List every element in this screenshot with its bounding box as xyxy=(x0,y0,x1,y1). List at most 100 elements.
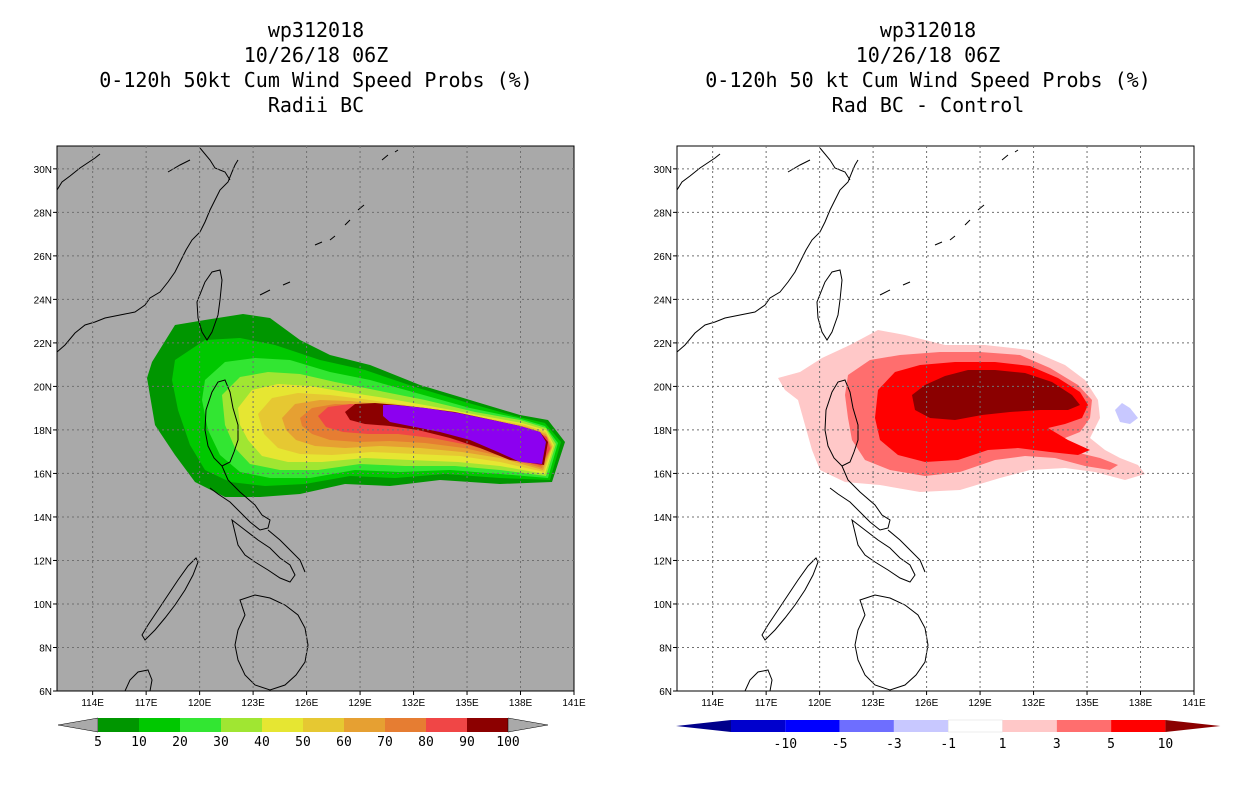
left-lat-label-22N: 22N xyxy=(34,339,52,350)
right-colorbar-box-2 xyxy=(785,720,840,732)
right-lat-label-8N: 8N xyxy=(659,643,672,654)
left-coast-luzon xyxy=(204,379,271,531)
left-colorbar-box-40 xyxy=(262,718,303,732)
right-lat-label-30N: 30N xyxy=(654,165,672,176)
left-colorbar-label-90: 90 xyxy=(459,735,475,750)
left-map-panel: 114E 117E 120E 123E 126E 129E 132E 135E 138E 141E… xyxy=(34,145,586,750)
left-lon-label-135E: 135E xyxy=(455,698,479,709)
left-colorbar: 5 10 20 30 40 50 60 70 80 90 100 xyxy=(57,717,549,750)
right-datetime: 10/26/18 06Z xyxy=(855,43,1001,67)
right-colorbar-label--1: -1 xyxy=(940,737,956,752)
right-coast-luzon xyxy=(824,379,891,531)
left-colorbar-label-60: 60 xyxy=(336,735,352,750)
right-colorbar-label-5: 5 xyxy=(1107,737,1115,752)
left-lat-label-14N: 14N xyxy=(34,513,52,524)
left-lat-label-12N: 12N xyxy=(34,556,52,567)
right-lat-label-22N: 22N xyxy=(654,339,672,350)
left-lat-label-18N: 18N xyxy=(34,426,52,437)
left-lat-label-28N: 28N xyxy=(34,208,52,219)
left-coast-mainland-china xyxy=(57,147,239,353)
left-lat-label-16N: 16N xyxy=(34,469,52,480)
right-colorbar-label-10: 10 xyxy=(1158,737,1174,752)
right-panel-title: wp312018 10/26/18 06Z 0-120h 50 kt Cum W… xyxy=(648,18,1208,118)
right-colorbar-label--5: -5 xyxy=(832,737,848,752)
left-colorbar-box-80 xyxy=(426,718,467,732)
right-lat-label-18N: 18N xyxy=(654,426,672,437)
left-lat-label-20N: 20N xyxy=(34,382,52,393)
left-lon-label-141E: 141E xyxy=(562,698,586,709)
left-colorbar-label-100: 100 xyxy=(496,735,519,750)
left-lon-label-126E: 126E xyxy=(295,698,319,709)
left-colorbar-label-50: 50 xyxy=(295,735,311,750)
left-lon-label-138E: 138E xyxy=(509,698,533,709)
right-lon-label-141E: 141E xyxy=(1182,698,1206,709)
right-colorbar-box-6 xyxy=(1002,720,1057,732)
right-colorbar-end-low xyxy=(676,720,731,732)
right-lon-label-114E: 114E xyxy=(701,698,724,709)
left-lon-label-117E: 117E xyxy=(135,698,158,709)
right-lon-label-138E: 138E xyxy=(1129,698,1153,709)
right-difference-contours xyxy=(778,330,1145,492)
right-colorbar-label--3: -3 xyxy=(886,737,902,752)
left-colorbar-end-low xyxy=(57,717,99,733)
right-lon-label-123E: 123E xyxy=(861,698,885,709)
right-colorbar-label--10: -10 xyxy=(774,737,797,752)
right-lon-label-120E: 120E xyxy=(808,698,832,709)
right-colorbar-box-1 xyxy=(731,720,786,732)
left-coast-visayas xyxy=(231,518,306,583)
right-colorbar-box-7 xyxy=(1056,720,1112,732)
right-lon-label-126E: 126E xyxy=(915,698,939,709)
right-lat-label-24N: 24N xyxy=(654,295,672,306)
right-lon-label-129E: 129E xyxy=(968,698,992,709)
right-map-panel: 114E 117E 120E 123E 126E 129E 132E 135E 138E 141E… xyxy=(654,145,1221,752)
left-subtitle: Radii BC xyxy=(267,93,365,117)
left-colorbar-box-30 xyxy=(221,718,262,732)
left-storm-id: wp312018 xyxy=(267,18,365,42)
right-storm-id: wp312018 xyxy=(879,18,977,42)
right-lat-label-20N: 20N xyxy=(654,382,672,393)
left-colorbar-box-20 xyxy=(180,718,221,732)
contour-100 xyxy=(383,405,546,464)
right-product-title: 0-120h 50 kt Cum Wind Speed Probs (%) xyxy=(705,68,1151,92)
left-colorbar-label-5: 5 xyxy=(94,735,102,750)
left-probability-contours xyxy=(147,314,565,497)
left-lon-label-120E: 120E xyxy=(188,698,212,709)
right-coast-palawan xyxy=(761,557,819,641)
right-lat-label-28N: 28N xyxy=(654,208,672,219)
right-colorbar-end-high xyxy=(1165,720,1221,732)
left-lat-label-30N: 30N xyxy=(34,165,52,176)
right-graticule xyxy=(673,146,1195,695)
diff-10 xyxy=(912,370,1080,420)
right-axis-labels: 114E 117E 120E 123E 126E 129E 132E 135E 138E 141E… xyxy=(654,165,1206,709)
left-lat-label-24N: 24N xyxy=(34,295,52,306)
right-coast-borneo xyxy=(744,669,773,691)
right-colorbar: -10 -5 -3 -1 1 3 5 10 xyxy=(676,719,1221,752)
left-lon-label-132E: 132E xyxy=(402,698,426,709)
left-coast-ryukyu xyxy=(259,149,399,296)
left-lat-label-6N: 6N xyxy=(39,687,52,698)
left-lon-label-129E: 129E xyxy=(348,698,372,709)
right-coastlines xyxy=(677,147,1019,691)
left-colorbar-label-80: 80 xyxy=(418,735,434,750)
right-lat-label-26N: 26N xyxy=(654,252,672,263)
left-colorbar-box-90 xyxy=(467,718,508,732)
left-lat-label-8N: 8N xyxy=(39,643,52,654)
left-product-title: 0-120h 50kt Cum Wind Speed Probs (%) xyxy=(99,68,533,92)
right-lon-label-135E: 135E xyxy=(1075,698,1099,709)
right-lat-label-14N: 14N xyxy=(654,513,672,524)
left-colorbar-box-10 xyxy=(139,718,180,732)
left-colorbar-label-40: 40 xyxy=(254,735,270,750)
left-colorbar-end-high xyxy=(507,717,549,733)
right-colorbar-box-8 xyxy=(1111,720,1166,732)
left-colorbar-label-70: 70 xyxy=(377,735,393,750)
right-coast-ryukyu xyxy=(879,149,1019,296)
left-coast-taiwan xyxy=(196,269,223,341)
diff-neg-1 xyxy=(1115,403,1138,424)
right-colorbar-box-5 xyxy=(947,719,1003,733)
right-coast-taiwan xyxy=(816,269,843,341)
left-colorbar-box-50 xyxy=(303,718,344,732)
left-colorbar-label-10: 10 xyxy=(131,735,147,750)
left-colorbar-box-60 xyxy=(344,718,385,732)
left-datetime: 10/26/18 06Z xyxy=(243,43,389,67)
